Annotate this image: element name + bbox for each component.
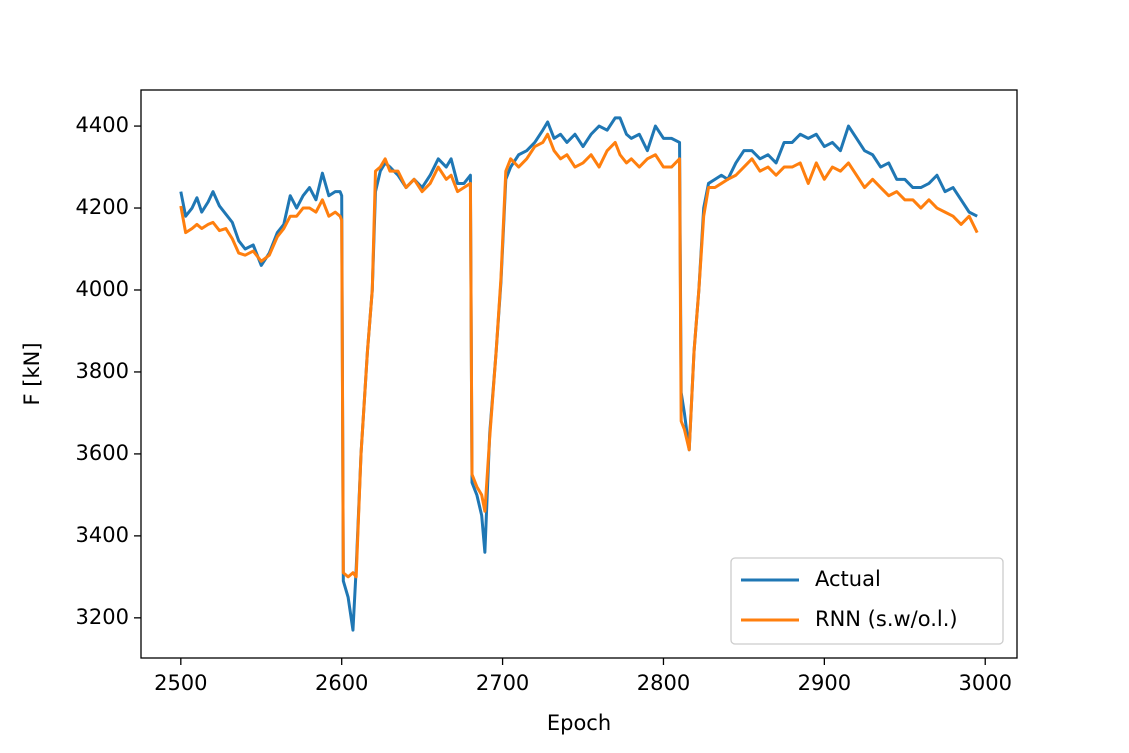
y-tick-label: 3600 xyxy=(76,441,129,465)
y-tick-label: 3800 xyxy=(76,359,129,383)
x-tick-label: 2900 xyxy=(798,671,851,695)
y-tick-label: 4200 xyxy=(76,195,129,219)
y-tick-label: 3400 xyxy=(76,523,129,547)
legend-label: Actual xyxy=(815,567,881,591)
line-series xyxy=(179,132,979,579)
y-tick-label: 4400 xyxy=(76,113,129,137)
line-series xyxy=(179,116,978,632)
x-tick-label: 2500 xyxy=(154,671,207,695)
x-tick-label: 3000 xyxy=(958,671,1011,695)
x-tick-label: 2700 xyxy=(476,671,529,695)
x-axis-label: Epoch xyxy=(547,711,611,735)
y-tick-label: 3200 xyxy=(76,605,129,629)
y-axis-label: F [kN] xyxy=(20,342,44,405)
y-tick-label: 4000 xyxy=(76,277,129,301)
legend-label: RNN (s.w/o.l.) xyxy=(815,607,958,631)
x-tick-label: 2800 xyxy=(637,671,690,695)
plot-frame xyxy=(140,89,1018,659)
x-tick-label: 2600 xyxy=(315,671,368,695)
